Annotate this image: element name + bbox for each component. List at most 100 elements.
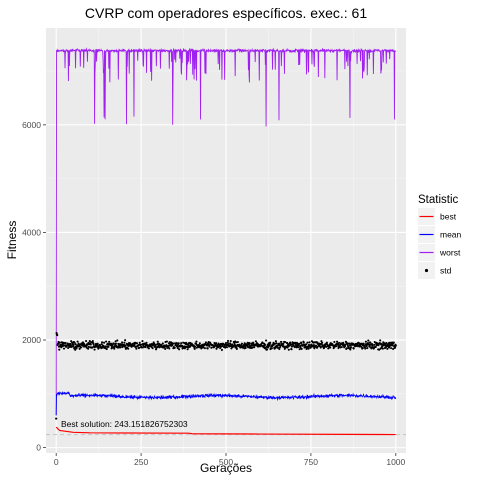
std-point — [371, 344, 374, 347]
std-point — [374, 345, 377, 348]
std-point — [287, 348, 290, 351]
std-point — [379, 339, 382, 342]
std-point — [325, 345, 328, 348]
std-point — [161, 342, 164, 345]
std-point — [275, 342, 278, 345]
std-point — [82, 342, 86, 345]
std-point — [153, 345, 157, 348]
std-point — [127, 347, 130, 350]
y-tick-label: 4000 — [22, 227, 41, 237]
legend-label-worst: worst — [439, 248, 461, 258]
std-point — [178, 348, 181, 351]
std-point — [300, 342, 303, 345]
std-point — [254, 340, 257, 343]
std-point — [348, 342, 351, 345]
std-point — [386, 347, 389, 350]
std-point — [344, 343, 347, 346]
legend-label-std: std — [440, 266, 452, 276]
std-point — [193, 347, 196, 350]
std-point — [314, 344, 318, 347]
std-point — [308, 341, 311, 344]
std-point — [349, 346, 353, 349]
std-point — [114, 340, 117, 343]
std-point — [87, 345, 90, 348]
std-point — [240, 342, 244, 345]
std-point — [171, 342, 175, 345]
std-point — [251, 346, 254, 349]
std-point — [62, 347, 66, 350]
std-point — [364, 347, 367, 350]
std-point — [235, 347, 238, 351]
std-point — [266, 348, 269, 351]
std-point — [135, 347, 138, 350]
std-point — [250, 344, 253, 347]
std-point — [265, 339, 268, 342]
std-point — [105, 340, 108, 343]
std-point — [89, 343, 92, 346]
std-point — [300, 347, 303, 350]
std-point — [367, 339, 370, 342]
std-point — [264, 343, 267, 347]
std-point — [75, 347, 78, 350]
std-point — [366, 347, 369, 350]
std-point — [181, 344, 184, 347]
std-point — [233, 343, 236, 346]
x-axis: 0 250 500 750 1000 — [54, 453, 406, 467]
std-point — [96, 342, 99, 345]
std-point — [108, 340, 111, 343]
std-point — [229, 340, 232, 343]
std-point — [177, 342, 180, 345]
std-point — [173, 346, 176, 349]
std-point — [64, 342, 67, 345]
best-solution-annotation: Best solution: 243.151826752303 — [61, 419, 188, 429]
std-point — [208, 345, 211, 348]
std-point — [278, 347, 281, 351]
series-std — [55, 331, 397, 420]
std-point — [103, 341, 106, 344]
y-tick-label: 2000 — [22, 335, 41, 345]
std-point — [107, 345, 110, 348]
std-point — [156, 340, 159, 343]
std-point — [325, 341, 328, 344]
std-point — [274, 340, 277, 343]
std-point — [176, 347, 179, 350]
legend-label-mean: mean — [440, 230, 462, 240]
std-point — [338, 341, 341, 344]
y-axis: 0 2000 4000 6000 — [22, 120, 46, 453]
std-point — [284, 341, 287, 344]
std-point — [319, 346, 322, 349]
std-point — [307, 347, 310, 350]
std-point — [276, 346, 280, 349]
std-point — [336, 340, 339, 343]
std-point — [91, 339, 94, 343]
std-point — [69, 343, 72, 346]
std-point — [112, 342, 115, 345]
std-point — [224, 341, 228, 345]
std-point — [119, 346, 122, 349]
std-point — [56, 334, 59, 337]
std-point — [236, 340, 239, 344]
std-point — [229, 343, 232, 346]
std-point — [343, 345, 346, 348]
std-point — [329, 346, 332, 349]
std-point — [124, 339, 127, 342]
std-point — [215, 347, 218, 350]
std-point — [87, 347, 90, 350]
legend: Statistic best mean worst std — [418, 194, 462, 279]
std-point — [72, 343, 75, 346]
std-point — [293, 346, 296, 349]
std-point — [138, 341, 141, 344]
legend-point-std — [424, 268, 429, 273]
std-point — [180, 342, 183, 345]
chart-title: CVRP com operadores específicos. exec.: … — [85, 5, 367, 21]
std-point — [270, 347, 273, 350]
std-point — [186, 348, 189, 351]
std-point — [194, 345, 197, 348]
legend-label-best: best — [440, 212, 457, 222]
std-point — [154, 344, 157, 347]
std-point — [373, 343, 376, 346]
std-point — [394, 344, 397, 347]
std-point — [93, 348, 96, 351]
std-point — [238, 343, 241, 346]
